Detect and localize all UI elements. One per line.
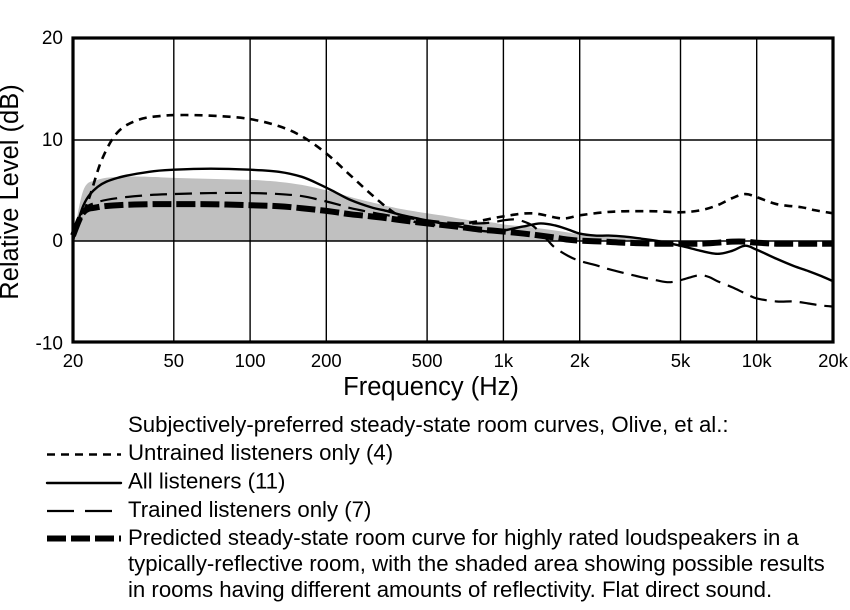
- svg-text:100: 100: [235, 350, 266, 371]
- svg-text:200: 200: [311, 350, 342, 371]
- svg-text:20: 20: [42, 28, 63, 49]
- svg-text:10: 10: [42, 130, 63, 151]
- svg-text:500: 500: [412, 350, 443, 371]
- svg-text:typically-reflective room, wit: typically-reflective room, with the shad…: [128, 551, 825, 576]
- svg-text:5k: 5k: [671, 350, 691, 371]
- svg-text:20: 20: [63, 350, 84, 371]
- svg-text:1k: 1k: [494, 350, 514, 371]
- svg-text:Relative Level (dB): Relative Level (dB): [0, 84, 24, 299]
- svg-text:Frequency (Hz): Frequency (Hz): [343, 373, 519, 401]
- svg-text:Untrained listeners only (4): Untrained listeners only (4): [128, 440, 393, 465]
- svg-text:20k: 20k: [818, 350, 849, 371]
- svg-text:Predicted steady-state room cu: Predicted steady-state room curve for hi…: [128, 525, 800, 550]
- svg-text:50: 50: [164, 350, 185, 371]
- svg-text:0: 0: [52, 231, 63, 252]
- svg-text:2k: 2k: [570, 350, 590, 371]
- svg-text:All listeners (11): All listeners (11): [128, 469, 285, 494]
- svg-text:-10: -10: [36, 334, 63, 355]
- svg-text:Trained listeners only (7): Trained listeners only (7): [128, 497, 371, 522]
- svg-text:in rooms having different amou: in rooms having different amounts of ref…: [128, 577, 772, 602]
- svg-text:Subjectively-preferred steady-: Subjectively-preferred steady-state room…: [128, 412, 729, 437]
- svg-text:10k: 10k: [742, 350, 773, 371]
